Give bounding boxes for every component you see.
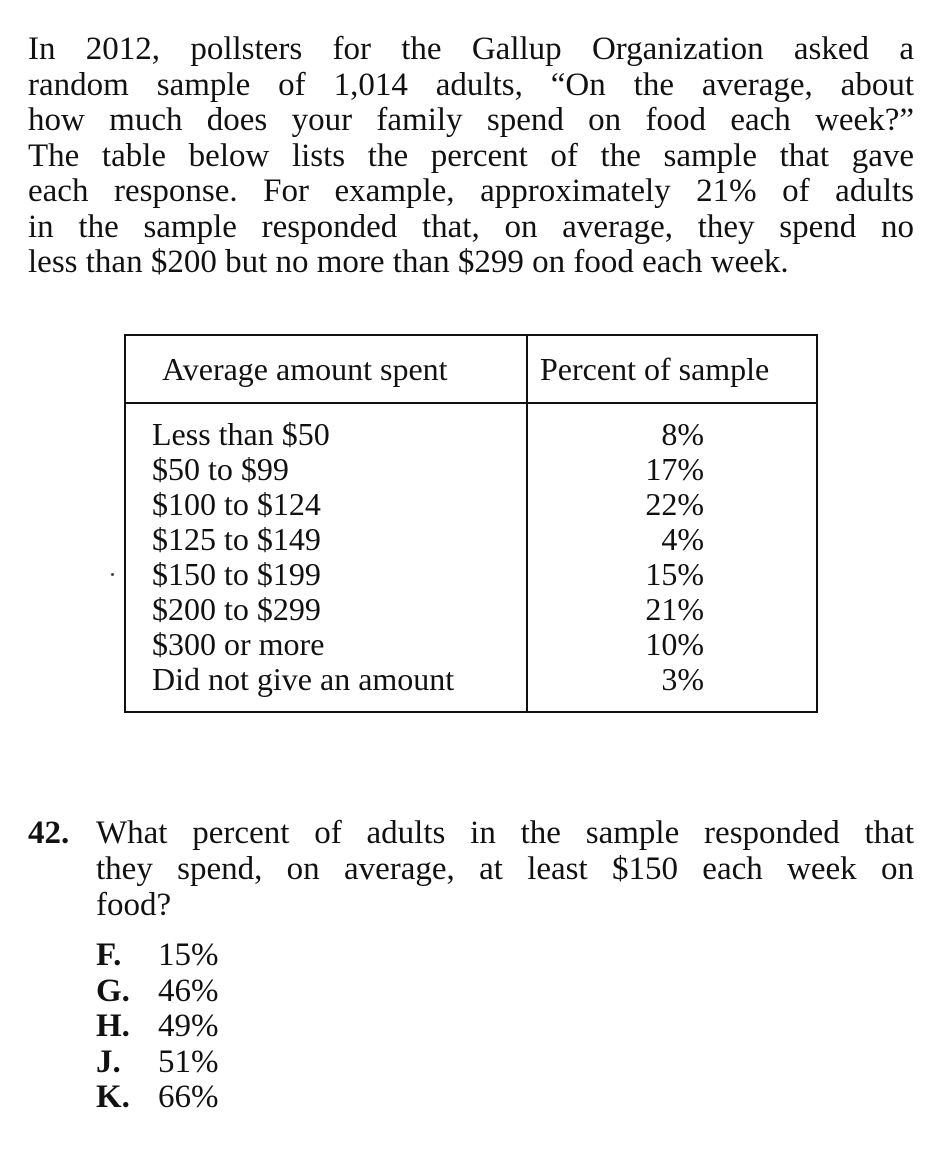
answer-choice-h[interactable]: H. 49%: [96, 1008, 219, 1045]
amount-cell: $200 to $299: [152, 591, 321, 627]
answer-choice-k[interactable]: K. 66%: [96, 1079, 219, 1116]
question-line: they spend, on average, at least $150 ea…: [96, 851, 914, 887]
choice-letter: G.: [96, 972, 130, 1009]
percent-cell: 8%: [661, 416, 704, 452]
amount-cell: Did not give an amount: [152, 661, 455, 697]
header-percent-of-sample: Percent of sample: [540, 351, 770, 387]
amount-cell: Less than $50: [152, 416, 330, 452]
answer-choice-j[interactable]: J. 51%: [96, 1043, 219, 1081]
food-spending-table: Average amount spent Percent of sample L…: [124, 334, 818, 713]
question-text: What percent of adults in the sample res…: [96, 815, 914, 923]
percent-cell: 22%: [645, 486, 704, 522]
choice-letter: J.: [96, 1043, 121, 1080]
intro-line: each response. For example, approximatel…: [28, 173, 914, 209]
answer-choice-f[interactable]: F. 15%: [96, 937, 219, 974]
amount-column: Less than $50 $50 to $99 $100 to $124 $1…: [152, 417, 454, 697]
choice-text: 51%: [158, 1043, 219, 1080]
percent-cell: 15%: [645, 556, 704, 592]
question-line: food?: [96, 887, 172, 923]
percent-cell: 3%: [661, 661, 704, 697]
amount-cell: $150 to $199: [152, 556, 321, 592]
choice-text: 66%: [158, 1079, 219, 1115]
intro-line: The table below lists the percent of the…: [28, 137, 914, 174]
stray-mark: [111, 573, 114, 576]
intro-line: in the sample responded that, on average…: [28, 208, 914, 245]
percent-cell: 17%: [645, 451, 704, 487]
choice-letter: H.: [96, 1008, 130, 1044]
question-number: 42.: [28, 815, 70, 851]
intro-line: less than $200 but no more than $299 on …: [28, 244, 789, 280]
choice-letter: K.: [96, 1079, 130, 1115]
amount-cell: $125 to $149: [152, 521, 321, 557]
amount-cell: $300 or more: [152, 626, 325, 662]
percent-cell: 4%: [661, 521, 704, 557]
intro-line: random sample of 1,014 adults, “On the a…: [28, 66, 914, 103]
header-average-amount-spent: Average amount spent: [162, 351, 448, 387]
choice-text: 15%: [158, 937, 219, 973]
intro-line: In 2012, pollsters for the Gallup Organi…: [28, 31, 914, 67]
percent-column: 8% 17% 22% 4% 15% 21% 10% 3%: [645, 417, 704, 697]
answer-choice-g[interactable]: G. 46%: [96, 972, 219, 1010]
answer-choices: F. 15% G. 46% H. 49% J. 51% K. 66%: [96, 937, 219, 1116]
question-line: What percent of adults in the sample res…: [96, 815, 914, 851]
header-divider: [126, 402, 816, 404]
percent-cell: 21%: [645, 591, 704, 627]
percent-cell: 10%: [645, 626, 704, 662]
choice-text: 49%: [158, 1008, 219, 1044]
column-divider: [526, 336, 528, 711]
amount-cell: $50 to $99: [152, 451, 289, 487]
intro-line: how much does your family spend on food …: [28, 102, 914, 138]
choice-text: 46%: [158, 972, 219, 1009]
choice-letter: F.: [96, 937, 122, 973]
intro-paragraph: In 2012, pollsters for the Gallup Organi…: [28, 31, 914, 281]
amount-cell: $100 to $124: [152, 486, 321, 522]
